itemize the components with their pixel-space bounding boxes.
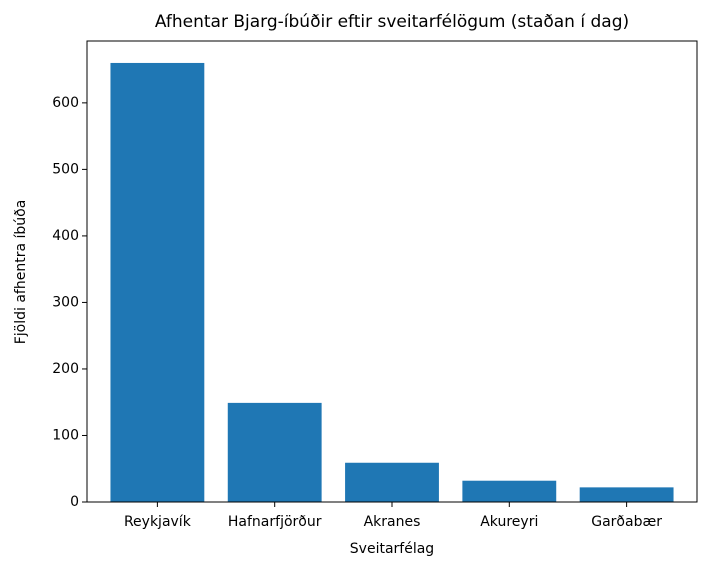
- y-tick-label: 400: [52, 228, 79, 244]
- y-tick-label: 0: [70, 494, 79, 510]
- x-tick-label: Reykjavík: [124, 514, 192, 530]
- x-tick-label: Garðabær: [591, 514, 662, 530]
- x-tick-label: Akranes: [364, 514, 421, 530]
- chart-title: Afhentar Bjarg-íbúðir eftir sveitarfélög…: [155, 12, 629, 32]
- bar: [227, 402, 322, 502]
- bar: [110, 62, 205, 502]
- x-axis-label: Sveitarfélag: [350, 541, 434, 557]
- plot-frame: [86, 40, 698, 503]
- y-axis-label: Fjöldi afhentra íbúða: [13, 200, 29, 345]
- x-tick-label: Hafnarfjörður: [228, 514, 322, 530]
- x-tick-label: Akureyri: [480, 514, 538, 530]
- y-tick-label: 500: [52, 161, 79, 177]
- y-tick-label: 100: [52, 427, 79, 443]
- y-tick-label: 300: [52, 294, 79, 310]
- bar: [345, 462, 439, 502]
- y-tick-label: 200: [52, 361, 79, 377]
- y-tick-label: 600: [52, 95, 79, 111]
- bar: [579, 487, 674, 502]
- bar: [462, 480, 557, 502]
